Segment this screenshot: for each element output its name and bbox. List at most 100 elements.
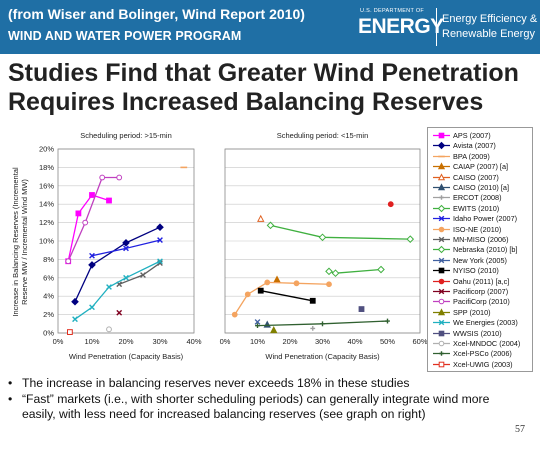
plot-frame (57, 148, 195, 334)
data-point (438, 361, 445, 368)
data-point (439, 195, 444, 201)
legend-marker-icon (433, 226, 450, 232)
program-name: WIND AND WATER POWER PROGRAM (8, 29, 242, 43)
logo-efficiency-text: Energy Efficiency & (442, 13, 538, 25)
bullet-item-2: “Fast” markets (i.e., with shorter sched… (8, 392, 518, 422)
y-tick-label: 10% (39, 237, 54, 246)
data-point (310, 326, 316, 331)
legend-marker-icon (433, 183, 450, 191)
legend-label: Avista (2007) (453, 141, 496, 151)
data-point (263, 320, 271, 328)
data-point (116, 309, 123, 316)
y-tick-label: 14% (39, 200, 54, 209)
data-point (72, 316, 78, 323)
data-point (326, 281, 332, 288)
slide-title-line1: Studies Find that Greater Wind Penetrati… (8, 59, 519, 87)
legend-label: Xcel-UWIG (2003) (453, 359, 513, 369)
series-line (67, 194, 110, 262)
legend-label: CAISO (2007) (453, 172, 499, 182)
data-point (140, 272, 146, 278)
data-point (438, 236, 445, 243)
legend-label: Xcel-PSCo (2006) (453, 349, 512, 359)
source-citation: (from Wiser and Bolinger, Wind Report 20… (8, 6, 305, 22)
y-tick-label: 8% (43, 255, 54, 264)
data-point (244, 291, 251, 298)
data-point (273, 275, 281, 283)
legend-label: Oahu (2011) [a,c] (453, 276, 510, 286)
data-point (331, 269, 340, 278)
data-point (123, 274, 129, 281)
logo-divider (436, 8, 437, 46)
y-tick-label: 16% (39, 181, 54, 190)
data-point (438, 132, 445, 139)
data-point (99, 174, 106, 181)
x-tick-label: 30% (152, 337, 167, 346)
bullet-list: The increase in balancing reserves never… (8, 376, 518, 423)
page-number: 57 (515, 424, 525, 435)
data-point (270, 326, 278, 334)
legend-label: NYISO (2010) (453, 266, 499, 276)
data-point (358, 306, 365, 312)
series-line (74, 226, 161, 302)
legend-label: ERCOT (2008) (453, 193, 502, 203)
x-tick-label: 10% (250, 337, 265, 346)
legend-label: MN-MISO (2006) (453, 235, 509, 244)
data-point (438, 319, 445, 326)
data-point (255, 323, 260, 329)
x-tick-label: 50% (380, 337, 395, 346)
data-point (82, 219, 89, 226)
legend-label: We Energies (2003) (453, 318, 518, 328)
data-point (438, 288, 445, 295)
x-axis-label: Wind Penetration (Capacity Basis) (265, 352, 380, 361)
y-axis-label: Increase in Balancing Reserves (Incremen… (11, 167, 29, 317)
data-point (437, 173, 446, 180)
legend-label: Xcel-MNDOC (2004) (453, 339, 521, 348)
y-tick-label: 12% (39, 218, 54, 227)
legend-marker-icon (433, 361, 450, 368)
legend-label: ISO-NE (2010) (453, 224, 502, 234)
legend-label: APS (2007) (453, 131, 491, 140)
legend-label: EWITS (2010) (453, 203, 500, 213)
legend-marker-icon (433, 142, 450, 150)
panel-title: Scheduling period: <15-min (277, 131, 369, 140)
legend-marker-icon (433, 299, 450, 305)
data-point (264, 279, 271, 286)
data-point (106, 326, 112, 333)
data-point (106, 197, 112, 204)
y-tick-label: 0% (43, 329, 54, 338)
data-point (293, 280, 300, 287)
y-tick-label: 20% (39, 145, 54, 154)
y-tick-label: 4% (43, 292, 54, 301)
slide-title-line2: Requires Increased Balancing Reserves (8, 88, 484, 116)
legend-marker-icon (433, 308, 450, 316)
header-banner: (from Wiser and Bolinger, Wind Report 20… (0, 0, 540, 54)
legend-label: SPP (2010) (453, 307, 491, 317)
legend-marker-icon (433, 267, 450, 274)
legend-marker-icon (433, 246, 450, 254)
x-tick-label: 0% (53, 337, 64, 346)
data-point (122, 239, 130, 247)
y-tick-label: 6% (43, 273, 54, 282)
data-point (88, 261, 96, 269)
legend-label: CAISO (2010) [a] (453, 183, 509, 192)
legend-marker-icon (433, 330, 450, 336)
data-point (325, 267, 333, 276)
legend-label: New York (2005) (453, 255, 507, 265)
logo-renewable-text: Renewable Energy (442, 28, 535, 40)
legend-label: Pacificorp (2007) (453, 287, 509, 296)
data-point (157, 258, 163, 265)
data-point (257, 214, 265, 222)
data-point (257, 287, 264, 294)
data-point (65, 258, 72, 265)
legend-marker-icon (433, 278, 450, 284)
legend-marker-icon (433, 173, 450, 180)
data-point (71, 297, 79, 306)
panel-title: Scheduling period: >15-min (80, 131, 172, 140)
data-point (438, 340, 445, 347)
legend-marker-icon (433, 215, 450, 222)
data-point (320, 321, 325, 327)
data-point (439, 351, 444, 357)
data-point (254, 319, 261, 325)
data-point (438, 330, 445, 336)
legend-label: PacifiCorp (2010) (453, 297, 510, 307)
